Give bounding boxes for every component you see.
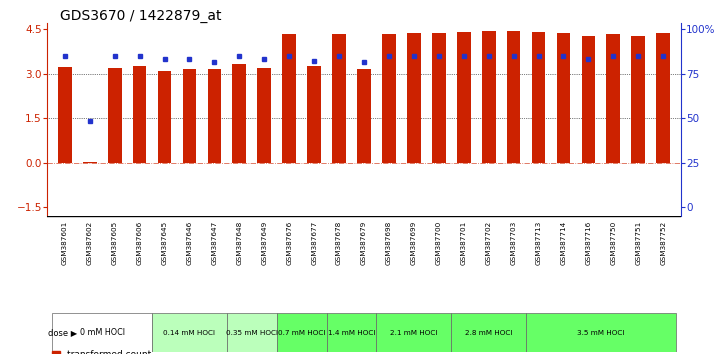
Bar bbox=[482, 31, 496, 163]
Text: 2.1 mM HOCl: 2.1 mM HOCl bbox=[390, 330, 438, 336]
Bar bbox=[407, 33, 421, 163]
Bar bbox=[657, 33, 670, 163]
Bar bbox=[531, 32, 545, 163]
Bar bbox=[207, 69, 221, 163]
Text: GSM387605: GSM387605 bbox=[111, 221, 118, 266]
Text: GSM387602: GSM387602 bbox=[87, 221, 92, 266]
Bar bbox=[507, 31, 521, 163]
Text: GSM387752: GSM387752 bbox=[660, 221, 666, 266]
Bar bbox=[332, 34, 346, 163]
Legend: transformed count, percentile rank within the sample: transformed count, percentile rank withi… bbox=[52, 350, 221, 354]
Text: GSM387699: GSM387699 bbox=[411, 221, 417, 266]
Text: GSM387701: GSM387701 bbox=[461, 221, 467, 266]
Bar bbox=[108, 68, 122, 163]
Text: GSM387646: GSM387646 bbox=[186, 221, 192, 266]
Bar bbox=[132, 67, 146, 163]
Text: GSM387750: GSM387750 bbox=[610, 221, 617, 266]
Text: GSM387714: GSM387714 bbox=[561, 221, 566, 266]
Bar bbox=[58, 67, 71, 163]
Text: GSM387648: GSM387648 bbox=[237, 221, 242, 266]
Bar bbox=[357, 69, 371, 163]
Bar bbox=[277, 313, 327, 352]
Text: GSM387679: GSM387679 bbox=[361, 221, 367, 266]
Text: GSM387716: GSM387716 bbox=[585, 221, 591, 266]
Bar bbox=[451, 313, 526, 352]
Bar bbox=[307, 65, 321, 163]
Text: 0.35 mM HOCl: 0.35 mM HOCl bbox=[226, 330, 278, 336]
Text: 0.7 mM HOCl: 0.7 mM HOCl bbox=[278, 330, 325, 336]
Text: GSM387676: GSM387676 bbox=[286, 221, 292, 266]
Text: GSM387647: GSM387647 bbox=[211, 221, 218, 266]
Bar bbox=[158, 71, 171, 163]
Bar bbox=[152, 313, 227, 352]
Bar bbox=[526, 313, 676, 352]
Text: 3.5 mM HOCl: 3.5 mM HOCl bbox=[577, 330, 625, 336]
Bar bbox=[376, 313, 451, 352]
Bar bbox=[52, 313, 152, 352]
Bar bbox=[631, 35, 645, 163]
Text: dose ▶: dose ▶ bbox=[47, 328, 77, 337]
Bar bbox=[183, 69, 197, 163]
Bar bbox=[582, 36, 596, 163]
Text: GSM387702: GSM387702 bbox=[486, 221, 491, 266]
Text: GSM387698: GSM387698 bbox=[386, 221, 392, 266]
Text: 0 mM HOCl: 0 mM HOCl bbox=[79, 328, 124, 337]
Text: 1.4 mM HOCl: 1.4 mM HOCl bbox=[328, 330, 375, 336]
Text: GSM387678: GSM387678 bbox=[336, 221, 342, 266]
Text: GSM387606: GSM387606 bbox=[137, 221, 143, 266]
Text: 2.8 mM HOCl: 2.8 mM HOCl bbox=[465, 330, 513, 336]
Text: GSM387703: GSM387703 bbox=[510, 221, 517, 266]
Bar bbox=[457, 32, 470, 163]
Bar bbox=[232, 64, 246, 163]
Text: GSM387645: GSM387645 bbox=[162, 221, 167, 266]
Text: GSM387713: GSM387713 bbox=[536, 221, 542, 266]
Text: GSM387677: GSM387677 bbox=[311, 221, 317, 266]
Bar bbox=[227, 313, 277, 352]
Bar bbox=[432, 33, 446, 163]
Text: GSM387601: GSM387601 bbox=[62, 221, 68, 266]
Bar bbox=[83, 162, 97, 163]
Bar bbox=[557, 33, 570, 163]
Bar bbox=[258, 68, 271, 163]
Text: GSM387649: GSM387649 bbox=[261, 221, 267, 266]
Bar bbox=[382, 34, 396, 163]
Text: GSM387751: GSM387751 bbox=[636, 221, 641, 266]
Text: GSM387700: GSM387700 bbox=[436, 221, 442, 266]
Bar bbox=[606, 34, 620, 163]
Bar bbox=[327, 313, 376, 352]
Text: GDS3670 / 1422879_at: GDS3670 / 1422879_at bbox=[60, 9, 221, 23]
Text: 0.14 mM HOCl: 0.14 mM HOCl bbox=[164, 330, 215, 336]
Bar bbox=[282, 34, 296, 163]
